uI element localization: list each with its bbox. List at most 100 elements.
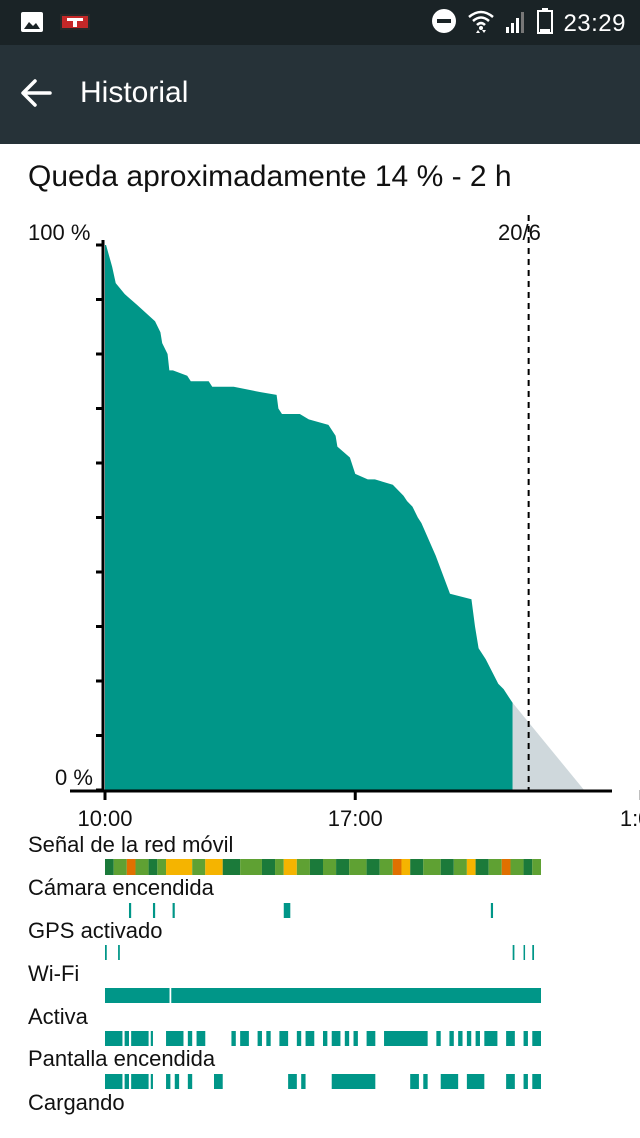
event-segment (305, 1031, 315, 1046)
event-segment (490, 903, 494, 918)
cell-signal-icon (505, 8, 527, 39)
event-segment (331, 1031, 341, 1046)
event-segment (105, 1074, 123, 1089)
event-label-wi-fi: Wi-Fi (28, 961, 80, 986)
event-label-camara-encendida: Cámara encendida (28, 875, 214, 900)
event-segment (401, 859, 411, 875)
event-segment (523, 1031, 528, 1046)
event-segment (118, 945, 120, 960)
event-segment (166, 1074, 171, 1089)
image-icon (20, 10, 44, 39)
event-segment (453, 859, 467, 875)
event-track-senal-de-la-red-movil (105, 859, 541, 875)
event-segment (105, 1031, 123, 1046)
event-segment (410, 1074, 419, 1089)
do-not-disturb-icon (431, 8, 457, 39)
event-segment (309, 859, 323, 875)
event-segment (410, 859, 424, 875)
event-segment (283, 859, 297, 875)
event-segment (436, 1031, 441, 1046)
event-segment (366, 1031, 376, 1046)
event-segment (172, 903, 175, 918)
event-segment (128, 903, 132, 918)
event-segment (523, 1074, 528, 1089)
event-segment (279, 1031, 289, 1046)
event-segment (187, 1031, 193, 1046)
event-label-pantalla-encendida: Pantalla encendida (28, 1046, 216, 1071)
event-segment (266, 1031, 271, 1046)
event-segment (187, 1074, 193, 1089)
event-segment (157, 859, 167, 875)
event-segment (124, 1031, 129, 1046)
event-segment (126, 859, 136, 875)
event-segment (301, 1074, 306, 1089)
event-segment (166, 859, 193, 875)
app-toolbar: Historial (0, 45, 640, 144)
event-segment (440, 1074, 459, 1089)
event-segment (392, 859, 402, 875)
event-segment (532, 1074, 541, 1089)
event-segment (174, 1074, 180, 1089)
event-label-senal-de-la-red-movil: Señal de la red móvil (28, 832, 234, 857)
event-segment (506, 1031, 515, 1046)
event-segment (475, 1031, 480, 1046)
event-segment (506, 1074, 515, 1089)
event-segment (152, 903, 156, 918)
battery-history-chart: 100 % 0 % 20/6 10:00 17:00 1:00 (0, 210, 640, 830)
event-segment (296, 1031, 302, 1046)
event-segment (510, 859, 524, 875)
event-segment (466, 1031, 472, 1046)
x-axis-tick-label: 10:00 (77, 806, 132, 830)
event-segment (423, 859, 441, 875)
event-segment (105, 945, 107, 960)
event-segment (344, 1031, 350, 1046)
event-segment (523, 859, 533, 875)
event-segment (512, 945, 515, 960)
event-segment (196, 1031, 206, 1046)
event-segment (331, 1074, 376, 1089)
status-bar-system: 23:29 (431, 8, 626, 39)
event-segment (205, 859, 223, 875)
event-segment (466, 859, 476, 875)
event-label-gps-activado: GPS activado (28, 918, 163, 943)
notification-app-icon (60, 11, 90, 38)
event-segment (171, 988, 541, 1003)
back-button[interactable] (18, 75, 62, 115)
status-bar: 23:29 (0, 0, 640, 45)
event-segment (423, 1074, 428, 1089)
event-segment (105, 988, 170, 1003)
battery-remaining-summary: Queda aproximadamente 14 % - 2 h (28, 160, 512, 193)
event-segment (501, 859, 511, 875)
page-title: Historial (80, 76, 189, 109)
event-track-pantalla-encendida (105, 1074, 541, 1089)
event-segment (135, 859, 149, 875)
event-track-camara-encendida (128, 903, 494, 918)
event-segment (379, 859, 393, 875)
event-segment (488, 859, 502, 875)
event-track-wi-fi (105, 988, 541, 1003)
y-axis-max-label: 100 % (28, 220, 90, 245)
event-segment (261, 859, 276, 875)
status-bar-notifications (20, 10, 90, 39)
event-segment (231, 1031, 236, 1046)
event-segment (283, 903, 291, 918)
event-segment (353, 1031, 358, 1046)
date-marker-label: 20/6 (498, 220, 541, 245)
status-bar-clock: 23:29 (563, 9, 626, 37)
event-label-activa: Activa (28, 1004, 88, 1029)
event-segment (192, 859, 206, 875)
battery-chart-svg: 100 % 0 % 20/6 10:00 17:00 1:00 (28, 215, 640, 830)
event-segment (532, 945, 535, 960)
event-track-activa (105, 1031, 541, 1046)
event-segment (166, 1031, 184, 1046)
event-segment (323, 859, 337, 875)
y-axis-min-label: 0 % (55, 765, 93, 790)
event-segment (257, 1031, 262, 1046)
event-segment (105, 859, 114, 875)
event-segment (366, 859, 380, 875)
wifi-icon (467, 8, 495, 39)
battery-prediction-area (512, 702, 585, 790)
event-segment (131, 1074, 149, 1089)
event-segment (214, 1074, 223, 1089)
event-segment (449, 1031, 454, 1046)
